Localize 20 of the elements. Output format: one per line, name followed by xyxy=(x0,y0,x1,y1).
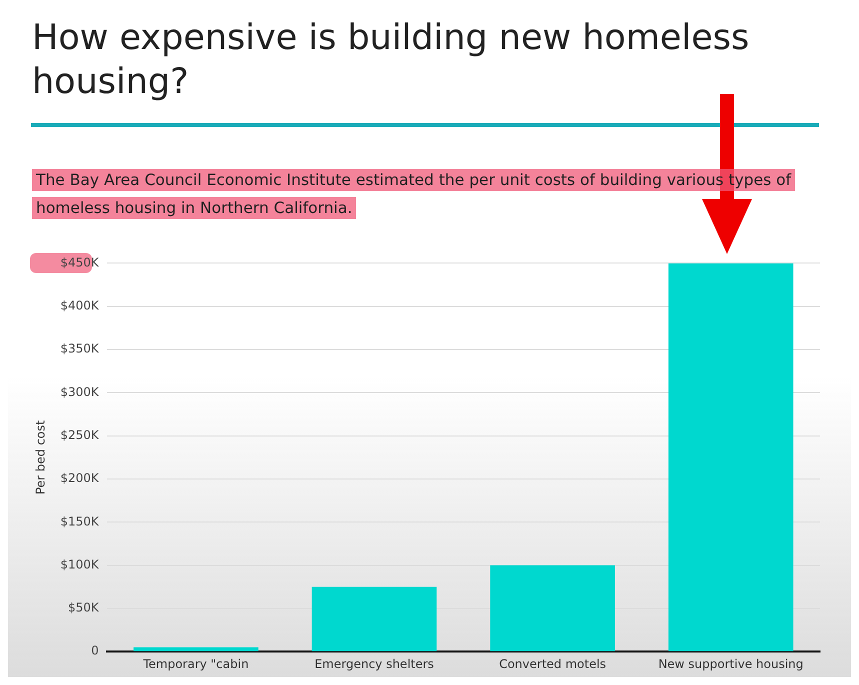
x-tick-label: Temporary "cabin xyxy=(142,656,249,671)
bar xyxy=(668,263,794,652)
x-tick-label: Emergency shelters xyxy=(314,656,434,671)
x-tick-label: Converted motels xyxy=(499,656,606,671)
chart-title: How expensive is building new homeless housing? xyxy=(32,17,750,104)
y-tick-label: $400K xyxy=(60,298,100,312)
y-tick-label: $150K xyxy=(60,514,100,528)
y-tick-label: $250K xyxy=(60,428,100,442)
y-axis-title: Per bed cost xyxy=(33,420,48,495)
y-tick-label: $50K xyxy=(68,600,100,615)
bar xyxy=(134,647,258,652)
y-tick-label: $300K xyxy=(60,384,100,399)
y-tick-label: $100K xyxy=(60,557,100,572)
y-tick-label: 0 xyxy=(91,644,99,658)
y-tick-label: $200K xyxy=(60,471,100,486)
y-tick-label: $350K xyxy=(60,342,100,356)
bar xyxy=(312,586,437,652)
x-tick-label: New supportive housing xyxy=(658,656,804,671)
chart-subtitle: The Bay Area Council Economic Institute estimated the per unit costs of building various types of homeless housing in Northern California. xyxy=(32,169,796,219)
bar xyxy=(490,565,615,652)
